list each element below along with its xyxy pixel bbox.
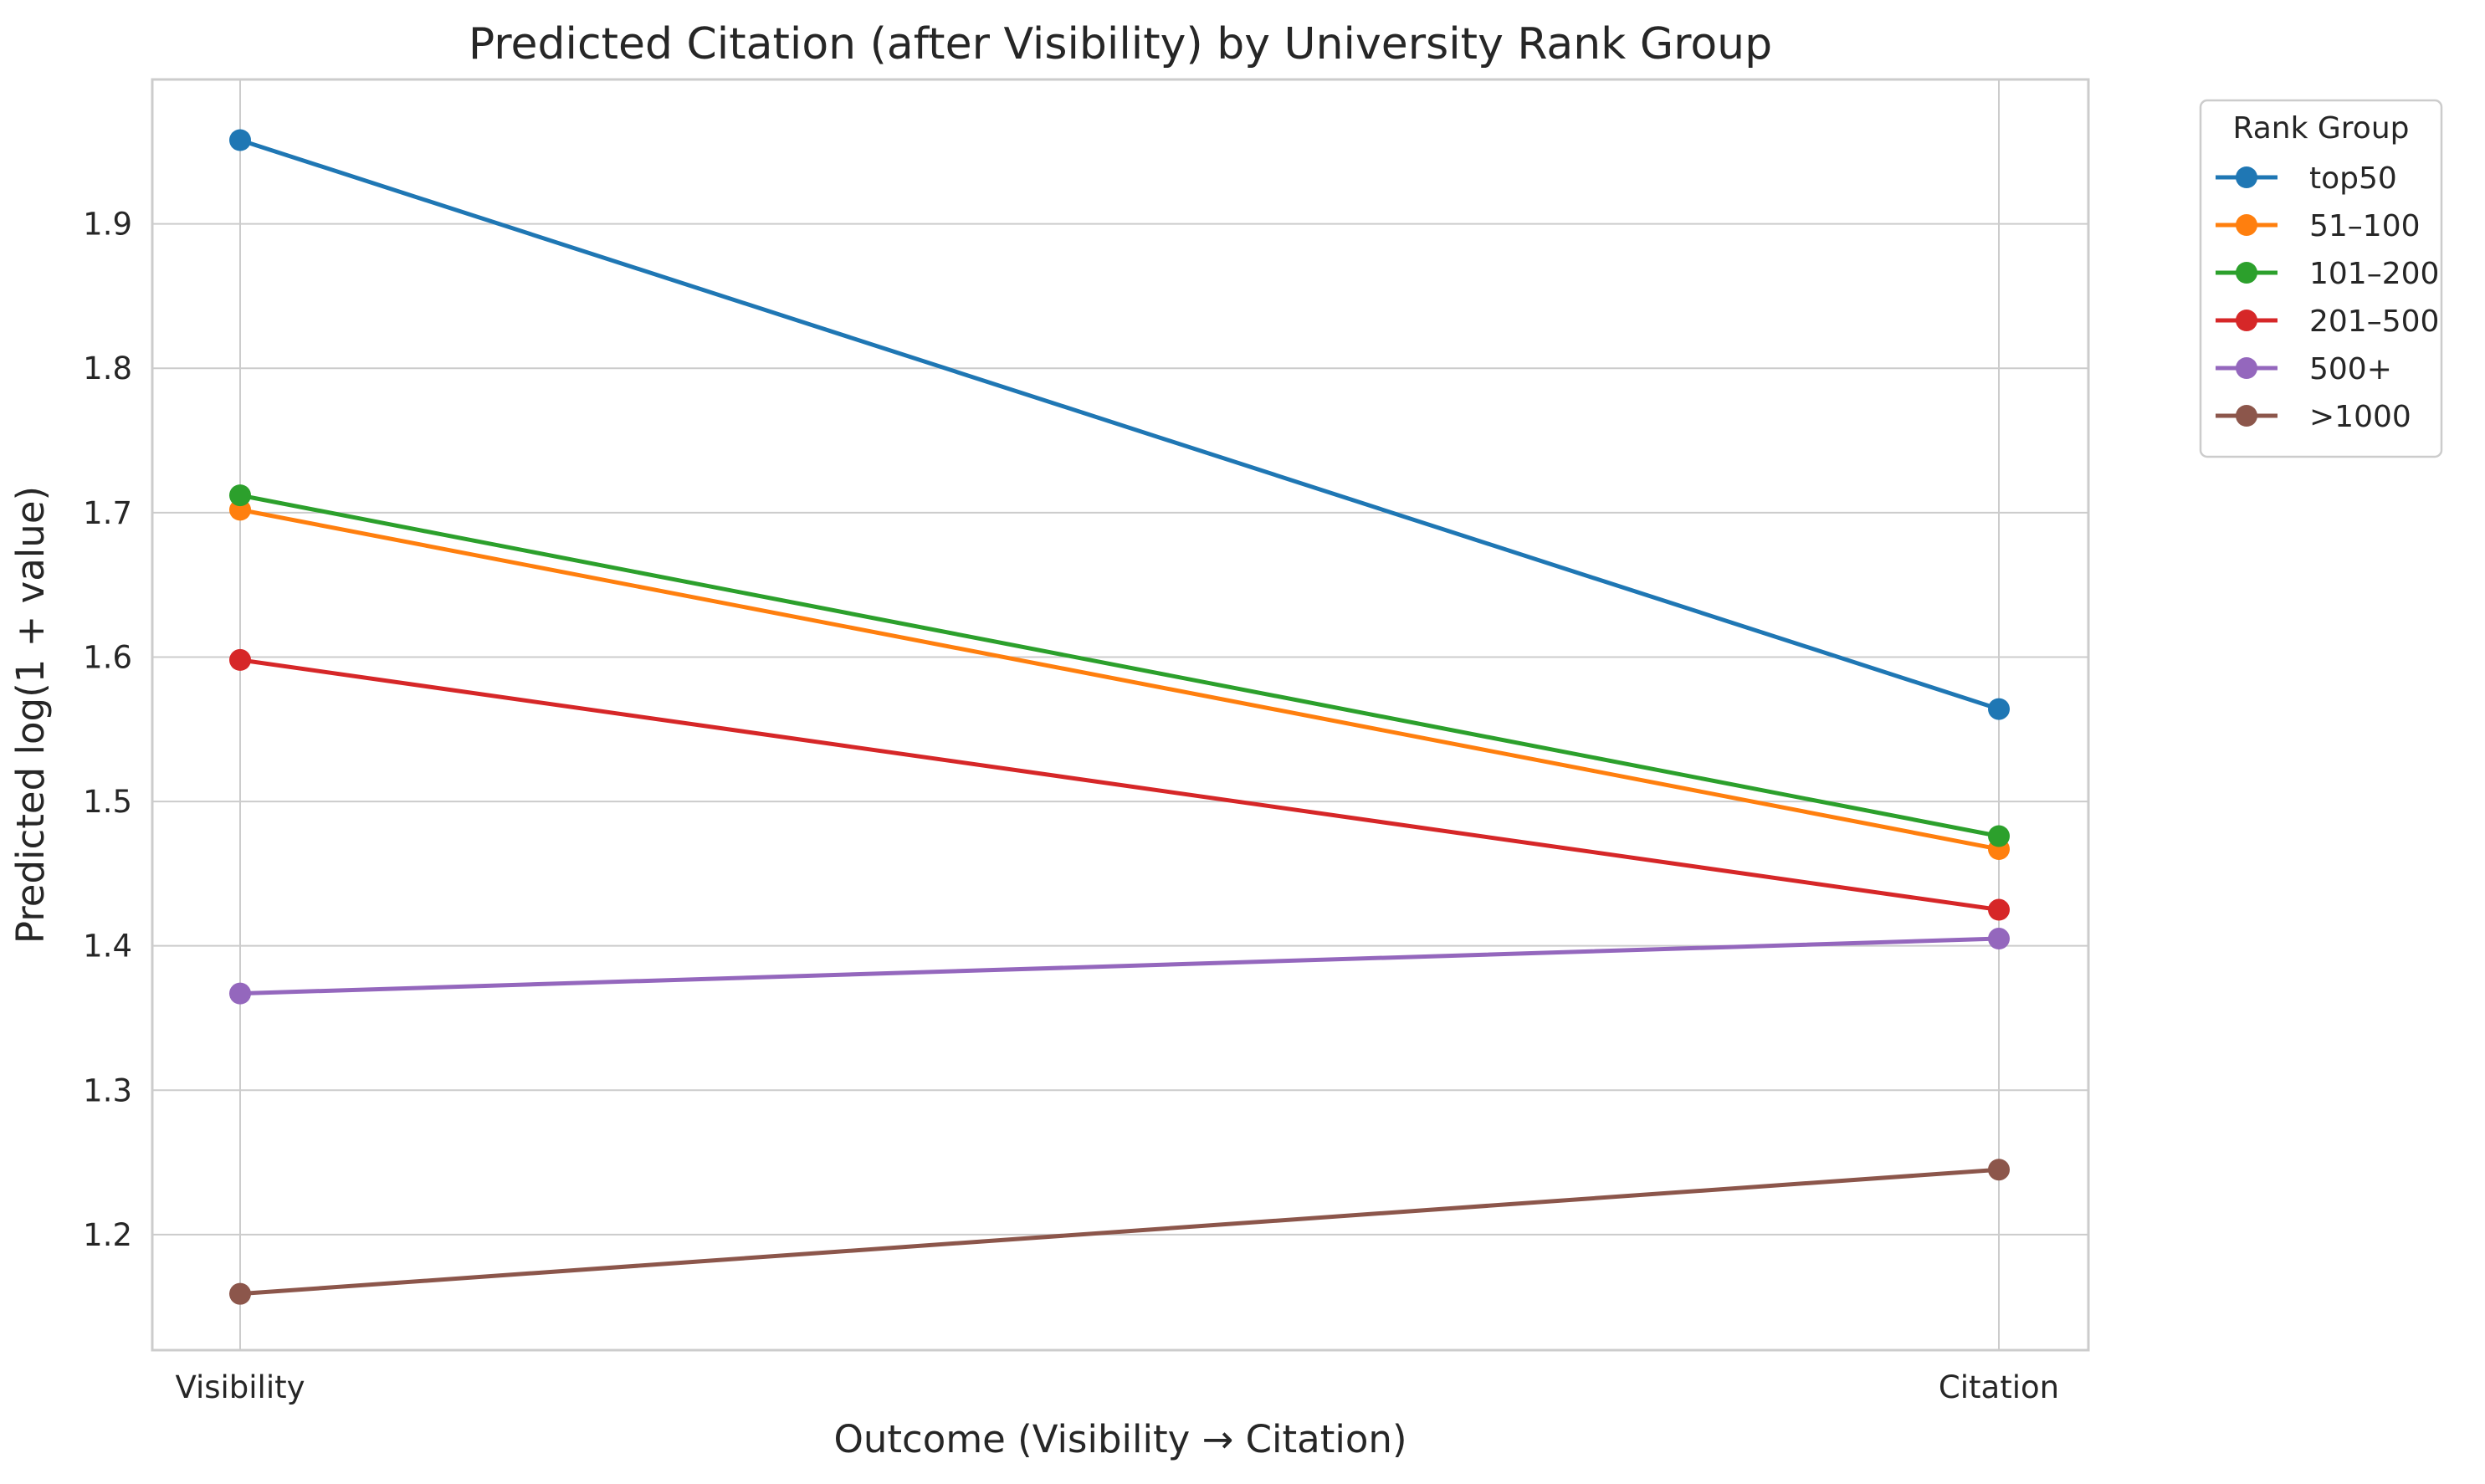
y-tick-label: 1.3 [83,1072,132,1108]
legend-label: 51–100 [2309,209,2421,243]
series-top50 [229,129,2010,720]
series-line [238,936,2001,996]
series-101–200 [229,484,2010,847]
series-line [238,137,2001,712]
data-point [1988,898,2010,921]
legend-marker [2236,310,2257,331]
y-tick-label: 1.6 [83,639,132,675]
data-point [229,129,251,151]
series->1000 [229,1159,2010,1305]
series-line [238,1167,2001,1297]
legend-item: 500+ [2216,352,2392,386]
legend-marker [2236,262,2257,284]
data-point [1988,1159,2010,1181]
data-point [1988,698,2010,720]
legend-label: >1000 [2309,400,2411,434]
y-axis-ticks: 1.2 1.3 1.4 1.5 1.6 1.7 1.8 1.9 [83,207,132,1253]
data-point [1988,825,2010,847]
legend-item: >1000 [2216,400,2411,434]
data-point [229,1282,251,1305]
grid [152,79,2088,1350]
y-tick-label: 1.2 [83,1217,132,1253]
legend-label: 500+ [2309,352,2392,386]
legend: Rank Group top50 51–100 101–200 201–500 500+… [2199,99,2443,458]
x-tick-label: Visibility [175,1369,305,1405]
legend-label: top50 [2309,161,2397,196]
legend-item: top50 [2216,161,2397,196]
series-line [238,493,2001,838]
legend-item: 101–200 [2216,257,2439,291]
y-tick-label: 1.7 [83,495,132,531]
data-point [1988,928,2010,950]
series-201–500 [229,648,2010,921]
x-tick-label: Citation [1939,1369,2059,1405]
y-axis-label: Predicted log(1 + value) [8,486,53,944]
legend-label: 201–500 [2309,304,2439,339]
x-axis-label: Outcome (Visibility → Citation) [833,1417,1406,1461]
legend-marker [2236,357,2257,379]
series-500+ [229,928,2010,1005]
series-line [238,507,2001,852]
legend-marker [2236,166,2257,188]
legend-item: 201–500 [2216,304,2439,339]
data-point [229,982,251,1005]
legend-marker [2236,405,2257,427]
chart-title: Predicted Citation (after Visibility) by… [469,19,1772,69]
legend-items: top50 51–100 101–200 201–500 500+ >1000 [2216,161,2439,434]
y-tick-label: 1.5 [83,784,132,820]
legend-label: 101–200 [2309,257,2439,291]
y-tick-label: 1.8 [83,351,132,386]
y-tick-label: 1.9 [83,207,132,243]
series-line [238,658,2001,913]
legend-item: 51–100 [2216,209,2421,243]
legend-marker [2236,214,2257,236]
y-tick-label: 1.4 [83,929,132,965]
plot-area [151,78,2090,1352]
legend-title: Rank Group [2233,111,2410,146]
x-axis-ticks: Visibility Citation [175,1369,2059,1405]
series-layer [229,129,2010,1305]
data-point [229,484,251,507]
data-point [229,648,251,671]
